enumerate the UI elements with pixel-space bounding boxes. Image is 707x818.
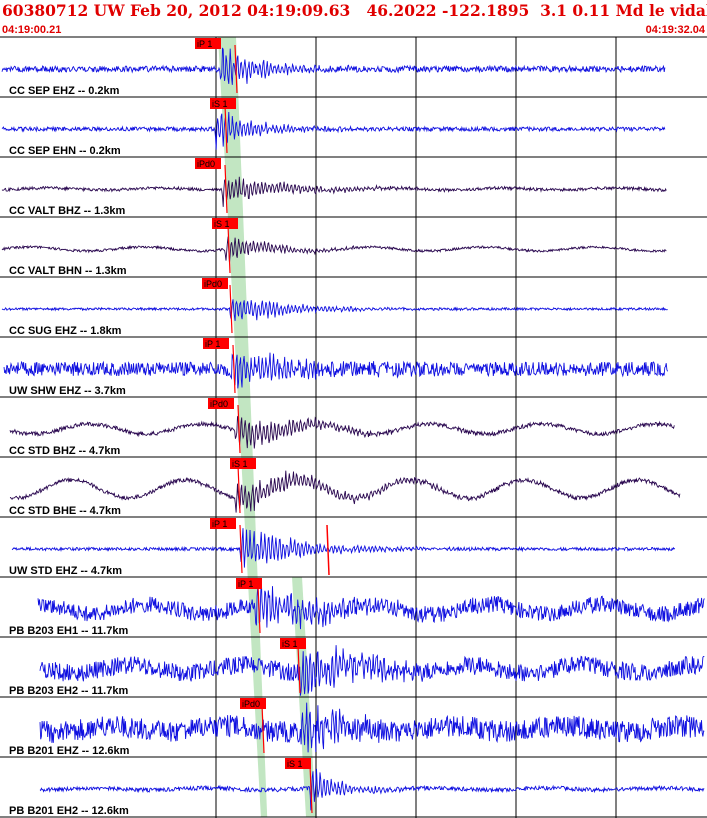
trace-5 [3,352,669,389]
pick-flag-0 [195,38,221,49]
pick-flag-10 [280,638,306,649]
pick-flag-7 [230,458,256,469]
station-label-4: CC SUG EHZ -- 1.8km [9,325,122,337]
station-label-7: CC STD BHE -- 4.7km [9,505,121,517]
start-time-label: 04:19:00.21 [2,24,62,36]
trace-4 [1,299,668,321]
station-label-2: CC VALT BHZ -- 1.3km [9,205,126,217]
pick-flag-12 [285,758,311,769]
pick-line-11 [261,704,265,754]
pick-label-5: iP 1 [205,339,220,349]
pick-label-8: iP 1 [212,519,227,529]
station-label-1: CC SEP EHN -- 0.2km [9,145,121,157]
pick-label-0: iP 1 [197,39,212,49]
pick-line-3 [227,224,231,274]
pick-line-6 [237,404,241,454]
trace-12 [39,768,705,811]
trace-0 [1,47,666,85]
station-label-10: PB B203 EH2 -- 11.7km [9,685,128,697]
trace-2 [1,176,667,207]
station-label-0: CC SEP EHZ -- 0.2km [9,85,120,97]
trace-9 [37,577,705,630]
trace-7 [9,470,681,513]
station-label-8: UW STD EHZ -- 4.7km [9,565,122,577]
event-header-title: 60380712 UW Feb 20, 2012 04:19:09.63 46.… [2,1,707,20]
pick-line-7 [237,464,241,514]
pick-line-2 [224,164,228,214]
trace-11 [39,702,705,753]
pick-flag-6 [208,398,234,409]
station-label-5: UW SHW EHZ -- 3.7km [9,385,126,397]
trace-10 [39,645,705,696]
pick-line-12 [309,764,313,814]
pick-flag-4 [202,278,228,289]
pick-label-4: iPd0 [204,279,222,289]
trace-8 [11,528,676,568]
pick-label-7: iS 1 [232,459,248,469]
pick-label-3: iS 1 [214,219,230,229]
trace-6 [9,415,675,449]
pick-flag-11 [240,698,266,709]
pick-flag-5 [203,338,229,349]
pick-label-11: iPd0 [242,699,260,709]
secondary-pick-line [326,524,330,576]
trace-3 [1,236,667,264]
pick-label-12: iS 1 [287,759,303,769]
trace-1 [1,111,666,150]
pick-flag-9 [236,578,262,589]
pick-line-10 [297,644,301,694]
pick-label-9: iP 1 [238,579,253,589]
station-label-12: PB B201 EH2 -- 12.6km [9,805,129,817]
pick-line-9 [257,584,261,634]
pick-label-1: iS 1 [212,99,228,109]
pick-flag-8 [210,518,236,529]
pick-line-4 [229,284,233,334]
station-label-11: PB B201 EHZ -- 12.6km [9,745,130,757]
pick-line-0 [234,44,238,94]
station-label-3: CC VALT BHN -- 1.3km [9,265,127,277]
p-arrival-window [218,37,268,817]
pick-label-10: iS 1 [282,639,298,649]
pick-flag-3 [212,218,238,229]
pick-label-2: iPd0 [197,159,215,169]
station-label-9: PB B203 EH1 -- 11.7km [9,625,128,637]
pick-line-1 [224,104,228,154]
station-label-6: CC STD BHZ -- 4.7km [9,445,120,457]
pick-flag-1 [210,98,236,109]
pick-flag-2 [195,158,221,169]
pick-line-8 [239,524,243,574]
end-time-label: 04:19:32.04 [645,24,705,36]
pick-line-5 [232,344,236,394]
pick-label-6: iPd0 [210,399,228,409]
